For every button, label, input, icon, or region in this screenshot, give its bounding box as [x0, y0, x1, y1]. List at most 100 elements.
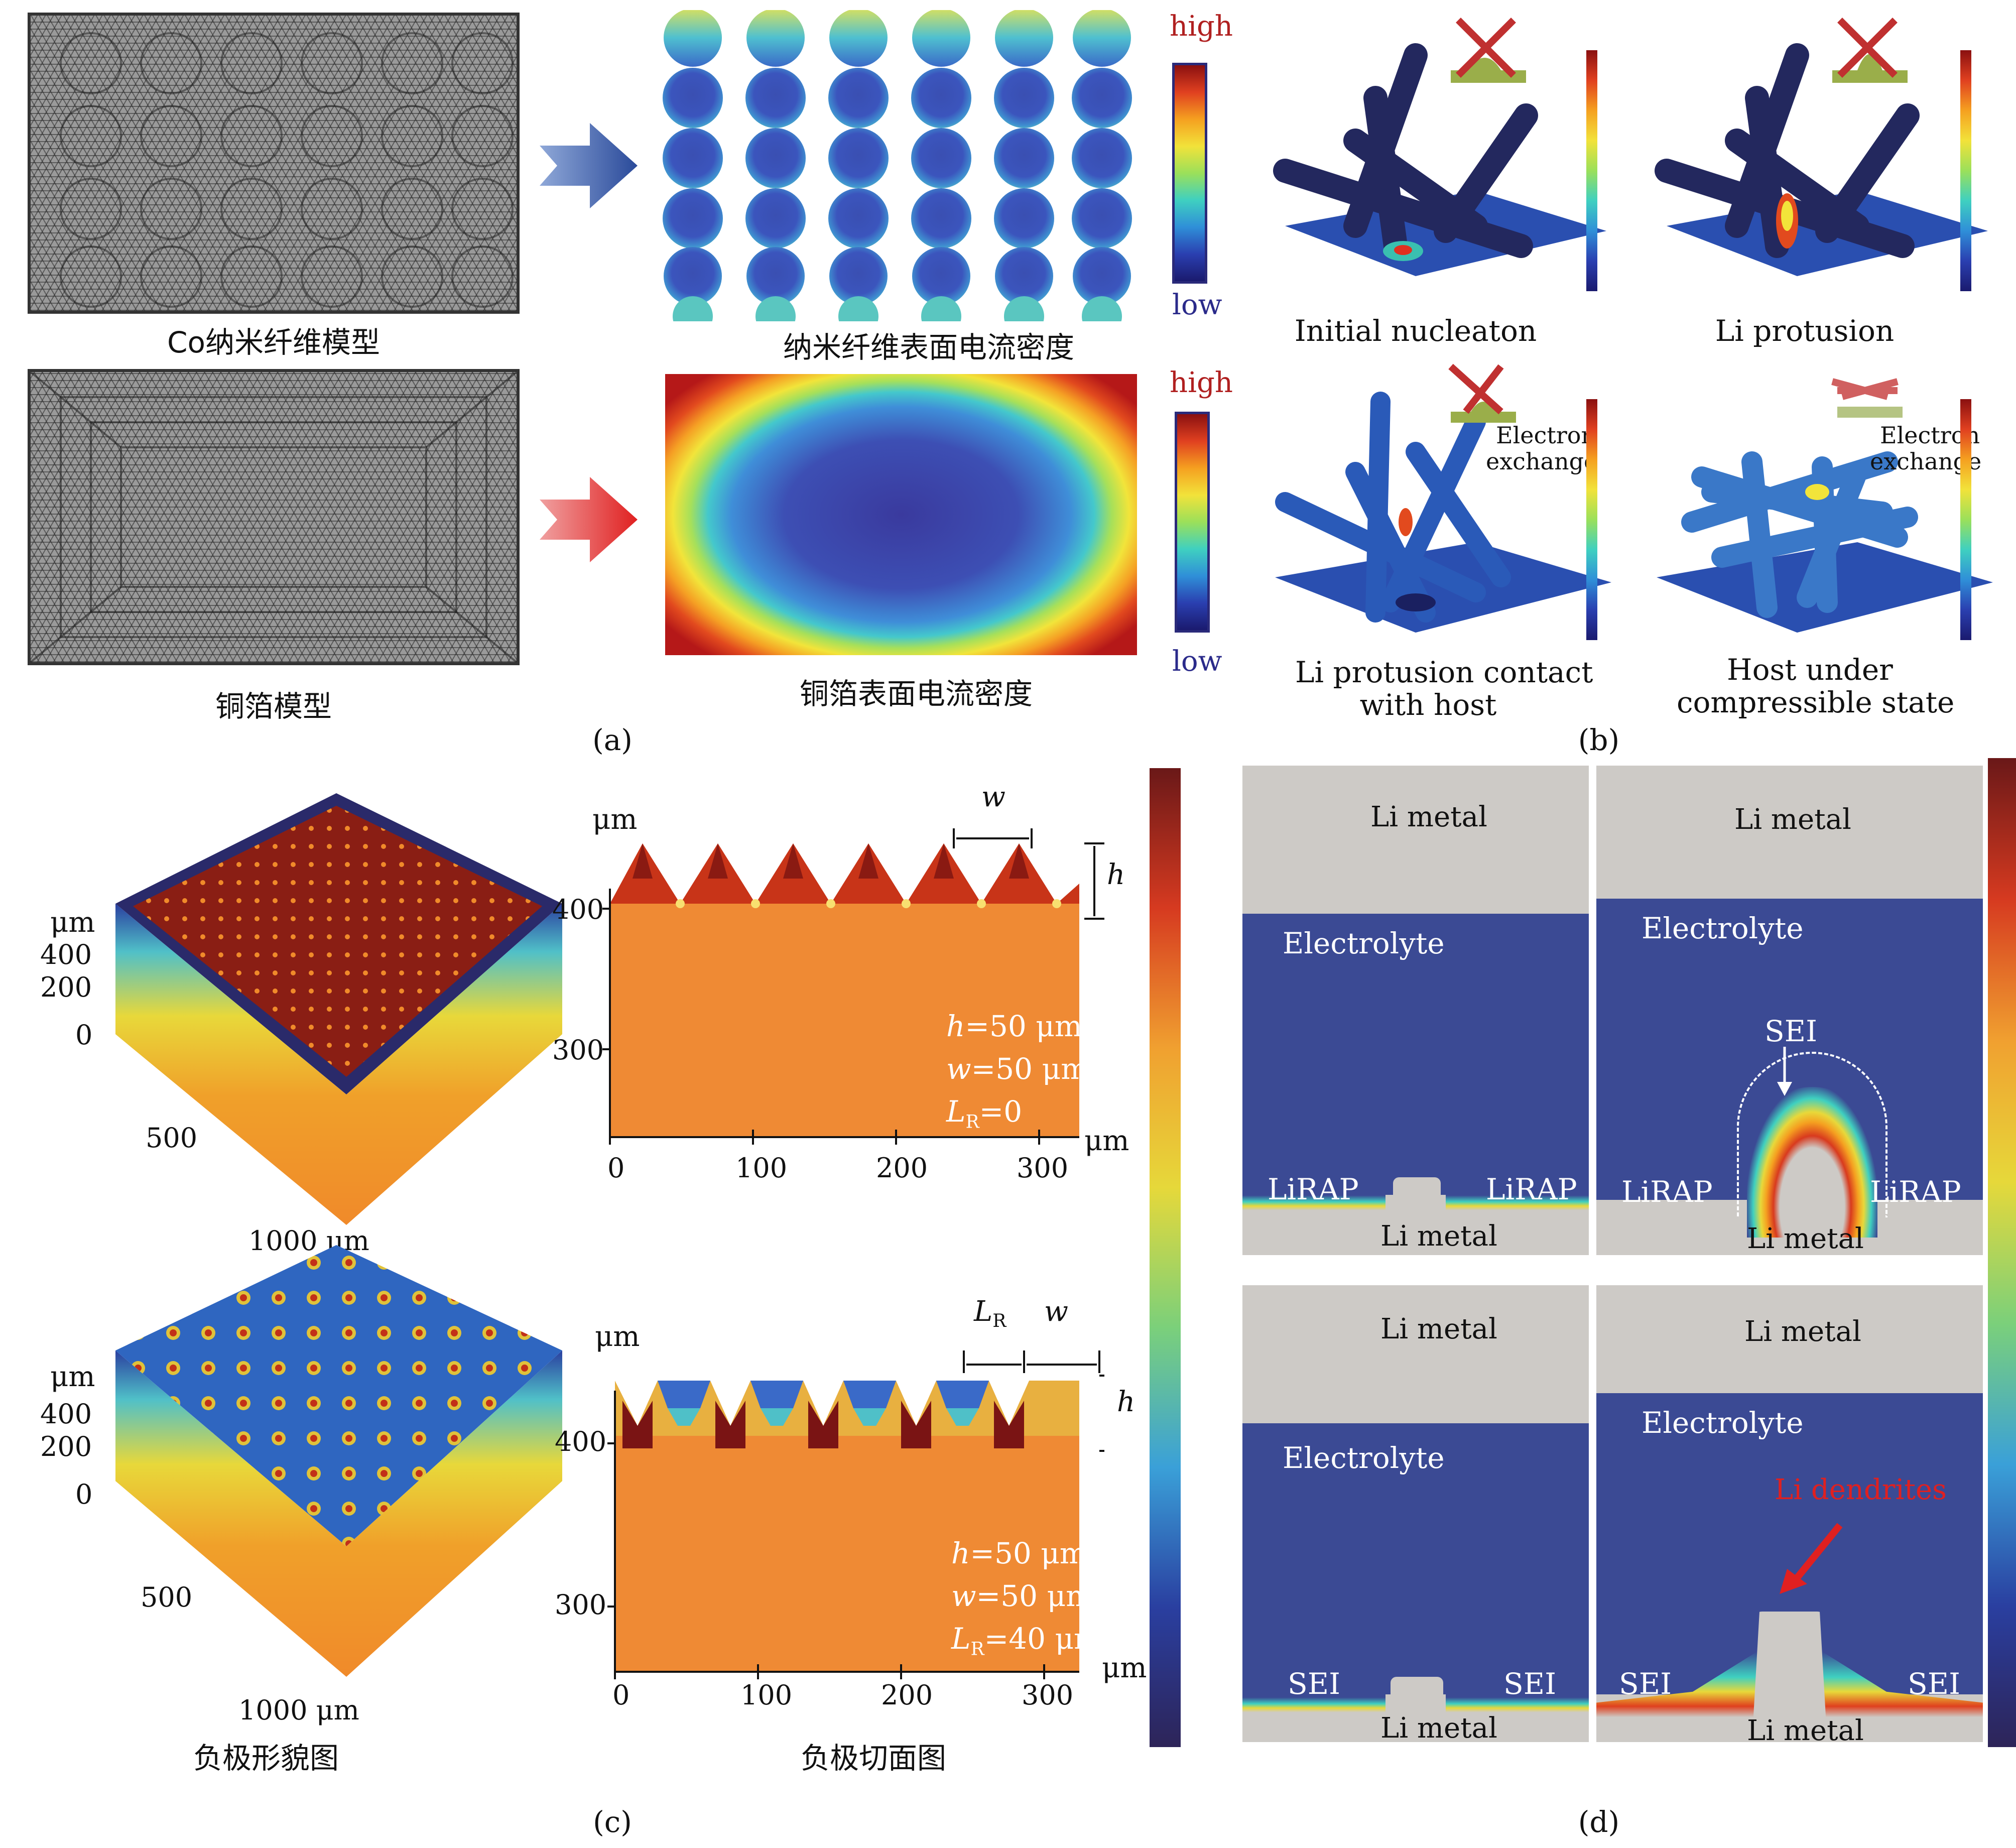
sei-label: SEI — [1765, 1014, 1817, 1048]
panel-label-b: (b) — [1578, 723, 1620, 757]
li-protusion-contact-sim — [1275, 363, 1611, 633]
section-caption: 负极切面图 — [800, 1741, 946, 1775]
lirap-label: LiRAP — [1268, 1172, 1359, 1206]
sim-lirap-before — [1242, 766, 1589, 1255]
nanofiber-current-density-map — [663, 10, 1132, 321]
sim-li-dendrites — [1596, 1285, 1983, 1742]
sei-label: SEI — [1619, 1667, 1672, 1701]
colorbar — [1586, 399, 1597, 640]
colorbar — [1960, 50, 1971, 291]
y-tick-200: 200 — [40, 1431, 92, 1462]
lirap-label: LiRAP — [1621, 1175, 1713, 1209]
lirap-label: LiRAP — [1486, 1172, 1577, 1206]
morphology-caption: 负极形貌图 — [193, 1741, 339, 1775]
li-metal-label: Li metal — [1747, 1222, 1864, 1255]
colorbar — [1175, 412, 1210, 633]
host-compressible-sim — [1657, 378, 1993, 633]
h-symbol: h — [1117, 1386, 1136, 1418]
li-protusion-contact-caption-2: with host — [1359, 688, 1497, 722]
y-tick-200: 200 — [40, 971, 92, 1003]
colorbar — [1988, 758, 2016, 1747]
param-lr: LR=40 μm — [951, 1622, 1102, 1660]
cs-x-tick-0: 0 — [612, 1679, 630, 1711]
right-arrow-icon — [540, 477, 638, 562]
host-compressible-caption: Host under — [1727, 653, 1893, 687]
fiber-outlines — [60, 32, 514, 308]
cu-model-caption: 铜箔模型 — [215, 689, 332, 723]
anode-cross-section-structured — [607, 1350, 1104, 1679]
host-compressible-caption-2: compressible state — [1677, 685, 1955, 719]
axis-unit: μm — [1084, 1125, 1129, 1157]
y-tick-0: 0 — [75, 1479, 93, 1510]
sei-label: SEI — [1288, 1667, 1340, 1701]
axis-unit: μm — [50, 906, 95, 939]
electrolyte-label: Electrolyte — [1642, 911, 1804, 945]
electron-exchange-label: exchange — [1486, 448, 1598, 475]
colorbar — [1172, 63, 1207, 284]
li-metal-label: Li metal — [1380, 1712, 1497, 1745]
li-metal-label: Li metal — [1370, 801, 1487, 833]
w-symbol: w — [981, 781, 1005, 813]
x-tick-500: 500 — [146, 1122, 198, 1154]
li-protusion-contact-caption: Li protusion contact — [1295, 655, 1593, 689]
param-w: w=50 μm — [946, 1052, 1089, 1086]
li-metal-label: Li metal — [1380, 1220, 1497, 1253]
colorbar — [1960, 399, 1971, 640]
li-dendrites-label: Li dendrites — [1775, 1473, 1947, 1506]
red-arrow-icon — [1780, 1523, 1843, 1594]
li-metal-label: Li metal — [1734, 803, 1851, 836]
electron-exchange-icon — [1831, 378, 1903, 418]
w-symbol: w — [1044, 1295, 1068, 1328]
anode-morphology-3d-flat — [115, 793, 562, 1225]
li-metal-label: Li metal — [1380, 1313, 1497, 1345]
electrolyte-label: Electrolyte — [1283, 1441, 1445, 1475]
axis-unit: μm — [1102, 1652, 1147, 1684]
li-protusion-sim — [1655, 18, 1988, 276]
cs-x-tick-300: 300 — [1017, 1152, 1069, 1184]
x-tick-1000: 1000 μm — [238, 1694, 359, 1726]
cs-x-tick-100: 100 — [735, 1152, 788, 1184]
cs-x-tick-200: 200 — [881, 1679, 933, 1711]
panel-label-c: (c) — [593, 1805, 632, 1839]
sphere-grid — [663, 10, 1132, 321]
co-nanofiber-mesh-model — [28, 13, 520, 314]
down-arrow-icon — [1777, 1047, 1792, 1096]
sim-lirap-after — [1596, 766, 1983, 1255]
cs-x-tick-100: 100 — [740, 1679, 793, 1711]
param-w: w=50 μm — [951, 1579, 1094, 1613]
lr-symbol: LR — [974, 1295, 1006, 1332]
li-metal-label: Li metal — [1744, 1315, 1861, 1348]
x-tick-500: 500 — [141, 1581, 193, 1613]
lirap-label: LiRAP — [1870, 1175, 1961, 1209]
param-h: h=50 μm — [946, 1009, 1082, 1043]
electron-exchange-label: Electron — [1496, 422, 1596, 449]
sim-sei-before — [1242, 1285, 1589, 1742]
blocked-icon — [1832, 18, 1908, 83]
panel-label-d: (d) — [1578, 1805, 1620, 1839]
anode-cross-section-flat — [602, 828, 1104, 1145]
cs-y-tick-300: 300 — [552, 1034, 604, 1066]
initial-nucleation-caption: Initial nucleaton — [1294, 314, 1537, 348]
anode-morphology-3d-structured — [115, 1245, 562, 1677]
electrolyte-label: Electrolyte — [1642, 1406, 1804, 1440]
cs-x-tick-300: 300 — [1022, 1679, 1074, 1711]
electron-exchange-icon — [1448, 363, 1516, 423]
initial-nucleation-sim — [1273, 18, 1606, 276]
co-model-caption: Co纳米纤维模型 — [167, 325, 380, 359]
nanofiber-caption: 纳米纤维表面电流密度 — [783, 330, 1074, 364]
param-h: h=50 μm — [951, 1536, 1087, 1570]
y-tick-400: 400 — [40, 1398, 92, 1430]
cs-x-tick-0: 0 — [607, 1152, 625, 1184]
cu-current-caption: 铜箔表面电流密度 — [799, 677, 1033, 711]
cs-y-tick-400: 400 — [555, 1426, 607, 1457]
cu-foil-mesh-model — [28, 369, 520, 665]
h-symbol: h — [1107, 858, 1125, 891]
low-label: low — [1172, 289, 1222, 321]
li-protusion-caption: Li protusion — [1715, 314, 1895, 348]
blocked-icon — [1451, 18, 1526, 83]
cs-y-tick-400: 400 — [552, 894, 604, 925]
axis-unit: μm — [592, 803, 638, 836]
cu-foil-current-density-map — [665, 374, 1137, 655]
cs-x-tick-200: 200 — [876, 1152, 928, 1184]
y-tick-0: 0 — [75, 1019, 93, 1051]
